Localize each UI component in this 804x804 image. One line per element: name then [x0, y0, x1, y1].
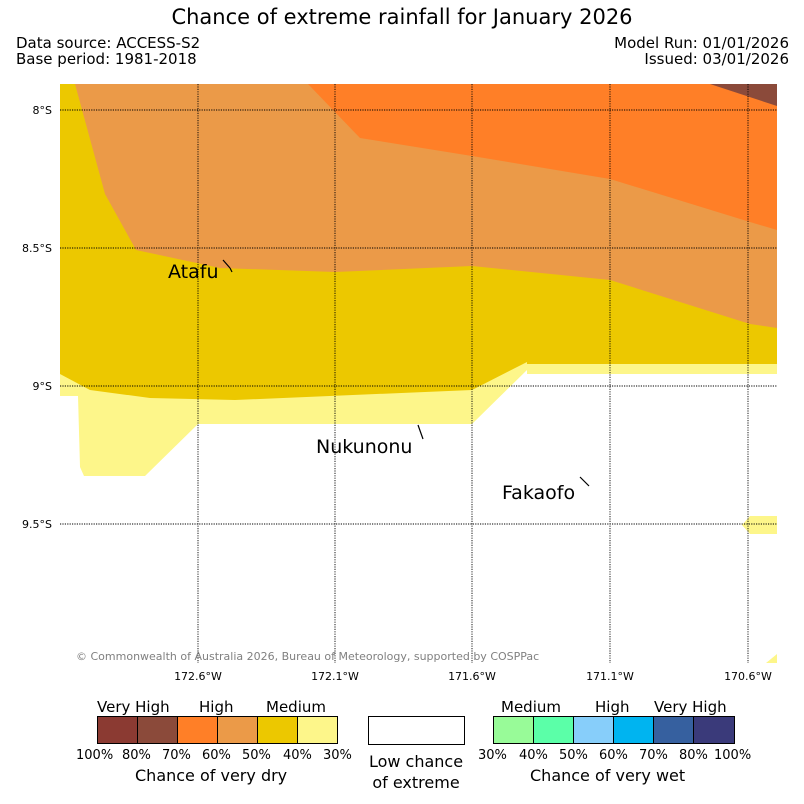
wet-tick-50: 50% [559, 748, 588, 763]
wet-swatch-50-60 [573, 716, 614, 744]
dry-swatch-40-30 [297, 716, 338, 744]
dry-category-very-high: Very High [97, 698, 170, 716]
lon-label-171-6: 171.6°W [448, 670, 496, 683]
dry-tick-70: 70% [162, 748, 191, 763]
lon-label-172-1: 172.1°W [311, 670, 359, 683]
wet-swatch-30-40 [493, 716, 534, 744]
wet-tick-60: 60% [599, 748, 628, 763]
wet-tick-30: 30% [478, 748, 507, 763]
rainfall-map [60, 84, 777, 663]
lat-label-9: 9°S [32, 380, 52, 393]
atafu-marker-end [229, 267, 233, 273]
dry-caption: Chance of very dry [135, 766, 288, 785]
fakaofo-marker [579, 476, 590, 487]
wet-swatch-40-50 [533, 716, 574, 744]
lat-label-8-5: 8.5°S [22, 242, 52, 255]
wet-swatch-80-100 [693, 716, 735, 744]
low-chance-swatch [368, 716, 465, 745]
wet-caption: Chance of very wet [530, 766, 686, 785]
page-title: Chance of extreme rainfall for January 2… [171, 5, 633, 29]
dry-tick-100: 100% [76, 748, 114, 763]
lat-label-9-5: 9.5°S [22, 518, 52, 531]
zone-very-high-dry [710, 84, 777, 106]
wet-tick-80: 80% [679, 748, 708, 763]
dry-tick-80: 80% [122, 748, 151, 763]
wet-tick-100: 100% [714, 748, 752, 763]
wet-tick-70: 70% [639, 748, 668, 763]
copyright-notice: © Commonwealth of Australia 2026, Bureau… [76, 650, 540, 663]
base-period: Base period: 1981-2018 [16, 50, 197, 68]
dry-swatch-80-70 [137, 716, 178, 744]
dry-swatch-100-80 [97, 716, 138, 744]
lon-label-171-1: 171.1°W [586, 670, 634, 683]
dry-swatch-50-40 [257, 716, 298, 744]
dry-tick-30: 30% [323, 748, 352, 763]
wet-category-high: High [595, 698, 630, 716]
wet-tick-40: 40% [519, 748, 548, 763]
wet-category-medium: Medium [501, 698, 561, 716]
island-markers [222, 259, 590, 487]
wet-swatch-60-70 [613, 716, 654, 744]
dry-category-high: High [199, 698, 234, 716]
issued-date: Issued: 03/01/2026 [644, 50, 789, 68]
zone-high-dry [308, 84, 777, 230]
zone-low-dry-corner [766, 654, 777, 663]
place-fakaofo: Fakaofo [502, 482, 576, 504]
low-chance-line2: of extreme [372, 773, 460, 792]
dry-tick-40: 40% [283, 748, 312, 763]
zone-low-dry-patch [742, 516, 777, 534]
dry-category-medium: Medium [266, 698, 326, 716]
place-atafu: Atafu [168, 261, 219, 283]
map-canvas [60, 84, 777, 663]
nukunonu-marker [417, 424, 424, 440]
low-chance-line1: Low chance [368, 752, 464, 771]
wet-category-very-high: Very High [654, 698, 727, 716]
dry-tick-60: 60% [202, 748, 231, 763]
grid-lines [60, 84, 777, 663]
lon-label-170-6: 170.6°W [724, 670, 772, 683]
lon-label-172-6: 172.6°W [174, 670, 222, 683]
model-run: Model Run: 01/01/2026 [614, 34, 789, 52]
dry-swatch-70-60 [177, 716, 218, 744]
lat-label-8: 8°S [32, 104, 52, 117]
place-nukunonu: Nukunonu [316, 436, 413, 458]
dry-swatch-60-50 [217, 716, 258, 744]
wet-swatch-70-80 [653, 716, 694, 744]
data-source: Data source: ACCESS-S2 [16, 34, 201, 52]
atafu-marker [222, 259, 231, 269]
dry-tick-50: 50% [242, 748, 271, 763]
